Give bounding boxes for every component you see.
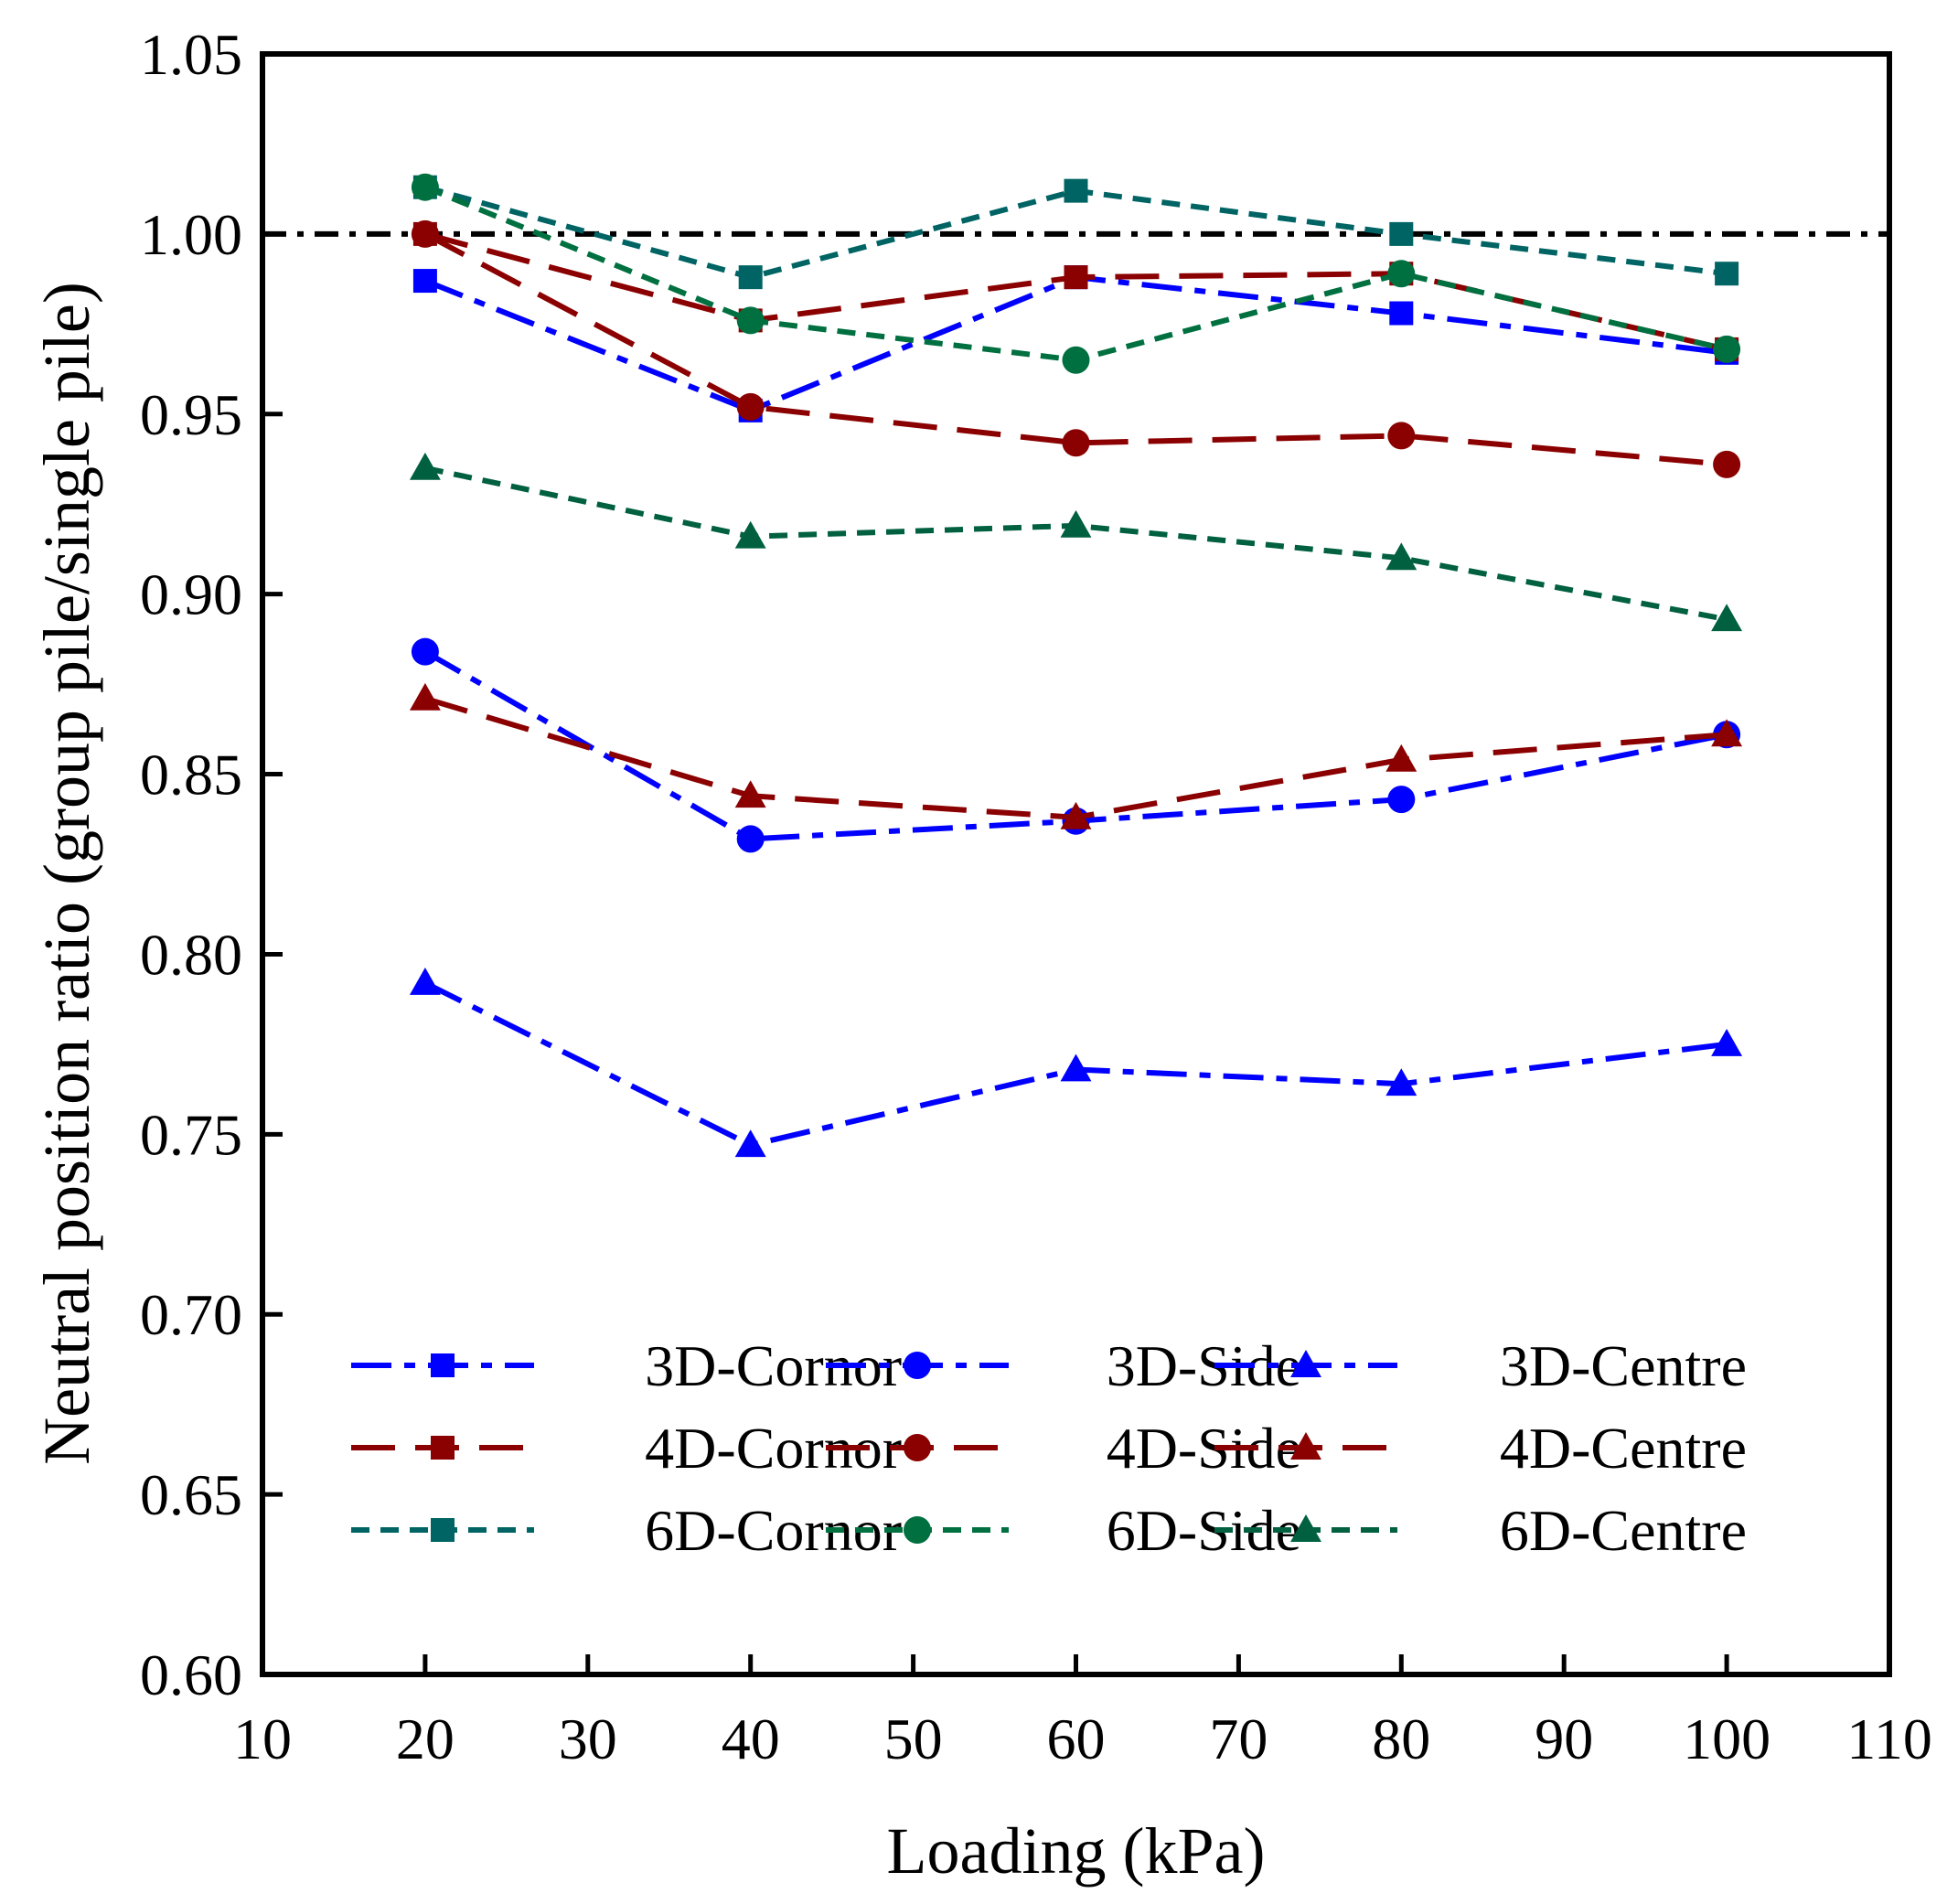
- x-tick-label: 20: [396, 1706, 455, 1771]
- y-tick-label: 0.85: [140, 743, 242, 808]
- data-point: [1060, 509, 1092, 538]
- series-6d-centre: [409, 452, 1743, 632]
- x-tick-label: 50: [884, 1706, 943, 1771]
- tick-labels: 10 20 30 40 50 60 70 80 90 100 110 0.60 0.65 0.70 0.75…: [140, 22, 1932, 1771]
- data-point: [1713, 335, 1741, 363]
- y-tick-label: 0.65: [140, 1462, 242, 1527]
- data-point: [411, 173, 439, 201]
- x-tick-label: 70: [1209, 1706, 1268, 1771]
- data-point: [1064, 265, 1088, 290]
- legend-item: 6D-Side: [826, 1498, 1301, 1563]
- data-point: [1713, 450, 1741, 478]
- data-point: [1062, 429, 1090, 457]
- legend-item: 4D-Centre: [1214, 1416, 1747, 1481]
- series-4d-side: [411, 219, 1741, 478]
- data-point: [412, 269, 437, 294]
- x-tick-label: 100: [1683, 1706, 1770, 1771]
- y-tick-label: 0.75: [140, 1102, 242, 1167]
- data-point: [736, 392, 765, 421]
- legend-marker: [904, 1516, 931, 1544]
- legend-label: 6D-Centre: [1500, 1498, 1747, 1563]
- legend-marker: [1290, 1350, 1321, 1377]
- data-point: [1711, 604, 1743, 632]
- series-3d-centre: [409, 967, 1743, 1158]
- data-point: [1062, 346, 1090, 374]
- legend-item: 3D-Centre: [1214, 1333, 1747, 1398]
- data-point: [1060, 1054, 1092, 1082]
- data-point: [1387, 422, 1416, 450]
- data-point: [1711, 1028, 1743, 1056]
- legend-item: 6D-Centre: [1214, 1498, 1747, 1563]
- data-point: [734, 1129, 766, 1158]
- data-point: [1715, 262, 1739, 286]
- y-tick-label: 0.80: [140, 922, 242, 987]
- data-point: [409, 967, 441, 995]
- legend-item: 6D-Cornor: [351, 1498, 902, 1563]
- x-tick-label: 40: [722, 1706, 780, 1771]
- data-point: [1387, 260, 1416, 288]
- legend-marker: [1290, 1514, 1321, 1542]
- y-tick-label: 0.60: [140, 1642, 242, 1707]
- x-tick-label: 60: [1047, 1706, 1106, 1771]
- y-tick-label: 1.05: [140, 22, 242, 87]
- legend-marker: [431, 1353, 455, 1377]
- x-tick-label: 90: [1535, 1706, 1593, 1771]
- y-axis-title: Neutral position ratio (group pile/singl…: [30, 282, 103, 1465]
- x-tick-label: 30: [559, 1706, 617, 1771]
- data-point: [1389, 221, 1414, 246]
- series-layer: [409, 173, 1743, 1158]
- series-6d-side: [411, 173, 1741, 374]
- y-tick-label: 0.90: [140, 562, 242, 627]
- legend-marker: [904, 1352, 931, 1379]
- data-point: [734, 520, 766, 549]
- data-point: [1385, 1068, 1417, 1096]
- series-4d-centre: [409, 682, 1743, 829]
- data-point: [1064, 178, 1088, 203]
- legend-item: 4D-Side: [826, 1416, 1301, 1481]
- legend-marker: [431, 1518, 455, 1542]
- data-point: [1389, 301, 1414, 326]
- data-point: [734, 780, 766, 808]
- data-point: [1385, 743, 1417, 772]
- data-point: [411, 637, 439, 666]
- plot-frame: [260, 51, 1892, 1677]
- y-tick-label: 1.00: [140, 202, 242, 267]
- y-tick-label: 0.95: [140, 382, 242, 447]
- data-point: [409, 452, 441, 480]
- legend-label: 6D-Side: [1107, 1498, 1301, 1563]
- legend-marker: [904, 1434, 931, 1461]
- data-point: [1385, 542, 1417, 571]
- x-tick-label: 80: [1372, 1706, 1430, 1771]
- data-point: [411, 219, 439, 248]
- series-line: [423, 231, 1728, 467]
- data-point: [409, 682, 441, 711]
- x-tick-label: 110: [1846, 1706, 1932, 1771]
- legend-label: 4D-Centre: [1500, 1416, 1747, 1481]
- data-point: [1387, 786, 1416, 814]
- y-tick-label: 0.70: [140, 1282, 242, 1347]
- data-point: [736, 306, 765, 335]
- data-point: [736, 825, 765, 853]
- x-axis-title: Loading (kPa): [887, 1814, 1266, 1888]
- x-tick-label: 10: [233, 1706, 292, 1771]
- legend-label: 4D-Side: [1107, 1416, 1301, 1481]
- data-point: [1060, 801, 1092, 829]
- legend-label: 3D-Centre: [1500, 1333, 1747, 1398]
- data-point: [1711, 719, 1743, 747]
- legend-marker: [1290, 1432, 1321, 1460]
- legend-marker: [431, 1436, 455, 1460]
- data-point: [738, 265, 763, 290]
